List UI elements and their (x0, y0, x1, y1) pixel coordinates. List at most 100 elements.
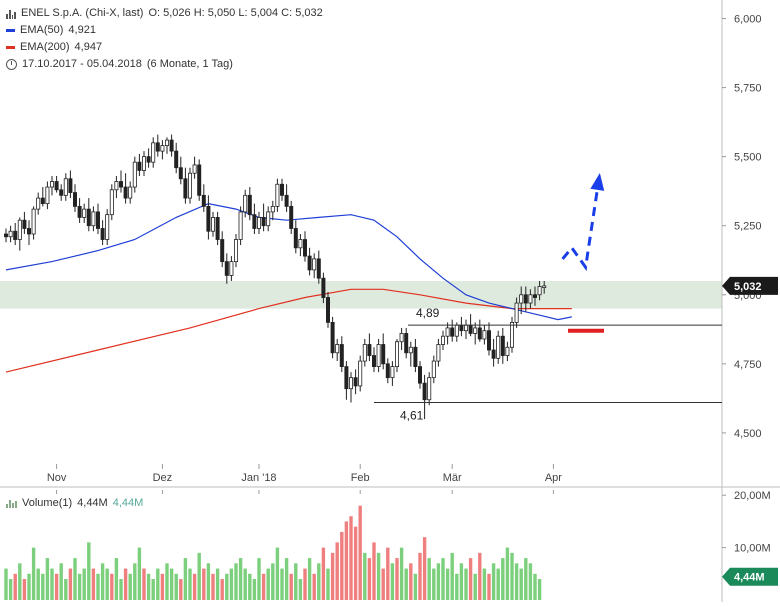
candle-up (238, 211, 243, 240)
volume-label: Volume(1) (22, 497, 73, 509)
volume-bar-up (45, 558, 50, 600)
volume-bar-down (68, 568, 73, 600)
volume-bar-down (289, 573, 293, 600)
candle-up (436, 344, 441, 362)
volume-bar-up (174, 573, 178, 600)
candle-down (261, 217, 266, 227)
volume-bar-up (137, 547, 142, 600)
candle-up (445, 327, 450, 337)
volume-bar-down (142, 568, 146, 600)
volume-bar-up (317, 563, 321, 600)
candle-up (505, 346, 510, 356)
volume-bar-up (501, 558, 505, 600)
candle-down (220, 239, 225, 263)
volume-bar-down (340, 531, 344, 600)
volume-bar-up (294, 563, 298, 600)
volume-bar-up (284, 558, 289, 600)
volume-bar-up (243, 568, 247, 600)
candle-up (348, 377, 353, 390)
volume-bar-up (473, 573, 477, 600)
volume-bar-up (464, 568, 468, 600)
volume-bar-up (455, 573, 459, 600)
candle-up (132, 161, 137, 188)
candle-up (431, 360, 436, 379)
candle-down (293, 228, 298, 249)
legend-ema50-row: EMA(50) 4,921 (6, 22, 323, 39)
y-tick-label: 6,000 (734, 14, 762, 26)
volume-bar-down (349, 516, 353, 600)
volume-bar-up (280, 568, 284, 600)
candle-up (151, 142, 156, 163)
candle-down (169, 139, 174, 152)
volume-bar-up (524, 558, 528, 600)
candle-down (73, 192, 78, 207)
y-tick-label: 4,750 (734, 359, 762, 371)
candle-up (440, 335, 445, 345)
volume-bar-up (87, 542, 91, 600)
volume-bar-down (123, 568, 128, 600)
candle-down (247, 194, 252, 216)
volume-bar-up (31, 547, 36, 600)
candle-down (381, 344, 386, 365)
ema200-swatch (6, 46, 15, 49)
candle-up (335, 344, 340, 354)
candle-down (422, 382, 427, 401)
volume-bar-up (146, 573, 151, 600)
legend-period-row: 17.10.2017 - 05.04.2018 (6 Monate, 1 Tag… (6, 56, 323, 73)
candle-up (427, 377, 432, 401)
volume-bar-up (491, 563, 496, 600)
volume-bar-up (183, 558, 188, 600)
candle-down (54, 181, 59, 191)
candle-down (4, 233, 9, 238)
clock-icon (6, 59, 17, 70)
candle-down (477, 327, 482, 340)
candle-down (321, 277, 326, 298)
volume-bar-up (133, 563, 137, 600)
volume-badge-label: 4,44M (734, 572, 765, 584)
volume-bar-up (64, 579, 68, 600)
volume-bar-up (496, 568, 500, 600)
stock-chart-icon (6, 9, 16, 19)
candle-up (399, 333, 404, 343)
candle-up (275, 183, 280, 207)
volume-bar-up (441, 558, 445, 600)
volume-bar-up (105, 568, 109, 600)
volume-bar-down (220, 579, 224, 600)
volume-bar-up (404, 568, 408, 600)
volume-bar-up (533, 573, 537, 600)
volume-bar-up (188, 568, 192, 600)
volume-bar-down (330, 552, 335, 600)
x-tick-label: Mär (443, 472, 462, 484)
volume-bar-down (202, 568, 206, 600)
volume-bar-up (390, 563, 395, 600)
volume-bar-up (96, 573, 100, 600)
candle-down (533, 294, 538, 298)
period-note: (6 Monate, 1 Tag) (146, 58, 233, 70)
candle-down (413, 346, 418, 368)
volume-bar-up (505, 547, 510, 600)
volume-bar-up (432, 568, 436, 600)
candle-up (141, 156, 146, 171)
candle-up (537, 286, 542, 296)
candle-up (160, 145, 165, 152)
volume-bar-up (238, 558, 243, 600)
candle-up (210, 217, 215, 232)
volume-bar-up (326, 568, 330, 600)
candle-up (192, 164, 197, 174)
candle-down (307, 255, 312, 271)
candle-up (312, 258, 317, 271)
candle-up (394, 341, 399, 367)
y-tick-label: 4,500 (734, 428, 762, 440)
candle-up (63, 178, 68, 196)
candle-down (523, 294, 528, 304)
volume-value-2: 4,44M (112, 497, 144, 509)
candle-up (45, 186, 50, 205)
x-tick-label: Feb (351, 472, 370, 484)
candle-up (390, 366, 395, 379)
volume-bar-down (487, 573, 491, 600)
volume-bar-up (459, 563, 464, 600)
candle-down (491, 349, 496, 359)
volume-bar-down (91, 568, 96, 600)
candle-up (256, 217, 261, 229)
candle-up (229, 261, 234, 276)
